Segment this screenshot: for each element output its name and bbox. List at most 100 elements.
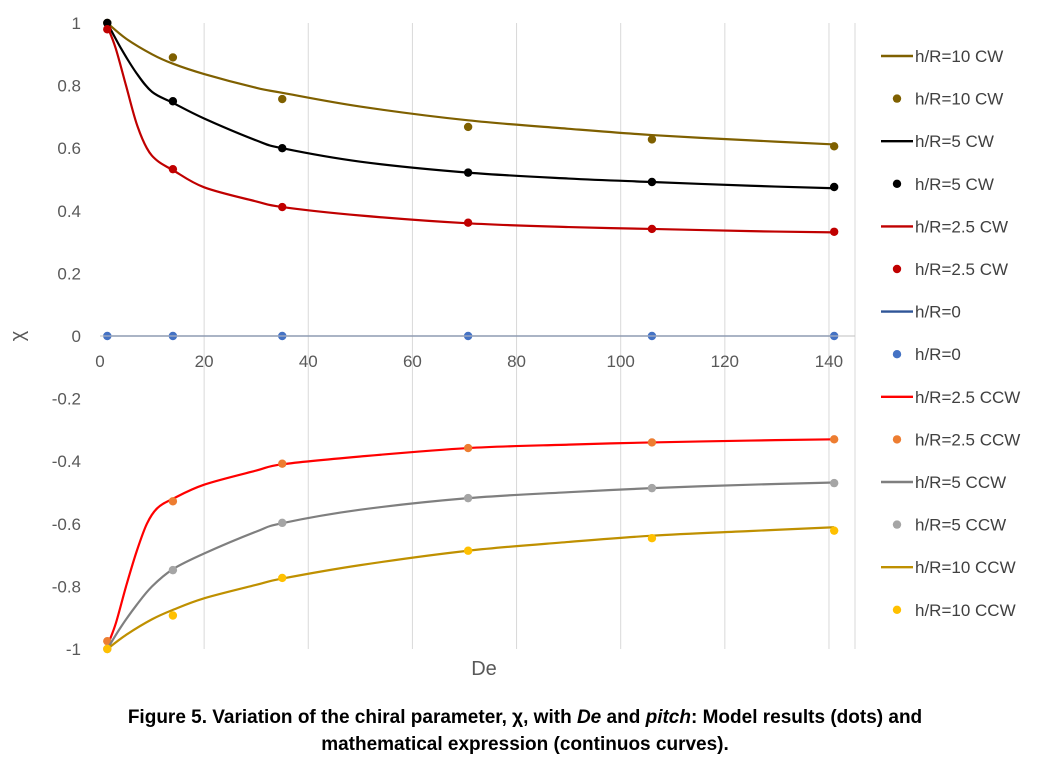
legend: h/R=10 CW h/R=10 CW h/R=5 CW h/R=5 CW h/R=2.… bbox=[881, 47, 1020, 620]
legend-swatch-dot-9 bbox=[892, 435, 902, 444]
legend-label-13: h/R=10 CCW bbox=[915, 601, 1016, 620]
legend-entry-4: h/R=2.5 CW bbox=[881, 217, 1008, 236]
data-point-3-5 bbox=[829, 182, 839, 192]
x-tick-label-60: 60 bbox=[403, 352, 422, 371]
caption-de: De bbox=[576, 707, 602, 728]
data-point-13-4 bbox=[647, 533, 657, 543]
legend-entry-10: h/R=5 CCW bbox=[881, 473, 1006, 492]
legend-entry-12: h/R=10 CCW bbox=[881, 558, 1016, 577]
series-3 bbox=[103, 18, 839, 192]
caption-chi: χ bbox=[512, 707, 524, 728]
y-tick-label-0_2: 0.2 bbox=[57, 264, 81, 283]
series-4 bbox=[106, 25, 835, 234]
data-point-5-2 bbox=[278, 202, 287, 212]
legend-label-12: h/R=10 CCW bbox=[915, 558, 1016, 577]
series-0 bbox=[106, 22, 835, 146]
figure-caption: Figure 5. Variation of the chiral parame… bbox=[0, 704, 1050, 758]
data-point-5-1 bbox=[168, 164, 178, 174]
data-point-11-1 bbox=[168, 565, 178, 575]
y-tick-label--0_8: -0.8 bbox=[52, 577, 81, 596]
series-12 bbox=[106, 526, 835, 650]
x-tick-label-100: 100 bbox=[607, 352, 635, 371]
caption-line-2: mathematical expression (continuos curve… bbox=[321, 734, 729, 755]
series-8 bbox=[106, 438, 835, 647]
data-point-9-1 bbox=[168, 497, 178, 506]
legend-label-5: h/R=2.5 CW bbox=[915, 260, 1008, 279]
legend-swatch-dot-7 bbox=[892, 350, 902, 359]
data-point-3-2 bbox=[278, 144, 287, 153]
legend-entry-2: h/R=5 CW bbox=[881, 132, 994, 151]
series-line-12 bbox=[106, 526, 835, 650]
y-axis-title: χ bbox=[7, 330, 29, 341]
legend-label-3: h/R=5 CW bbox=[915, 175, 994, 194]
legend-label-6: h/R=0 bbox=[915, 303, 961, 322]
series-1 bbox=[103, 18, 839, 151]
x-tick-label-0: 0 bbox=[95, 352, 104, 371]
data-point-5-3 bbox=[463, 218, 473, 227]
legend-entry-0: h/R=10 CW bbox=[881, 47, 1003, 66]
data-point-1-3 bbox=[463, 122, 473, 132]
data-point-5-5 bbox=[829, 227, 839, 236]
y-tick-label-0_4: 0.4 bbox=[57, 202, 81, 221]
data-point-9-3 bbox=[463, 443, 473, 453]
legend-swatch-dot-5 bbox=[892, 264, 902, 274]
x-tick-label-20: 20 bbox=[195, 352, 214, 371]
data-point-1-1 bbox=[168, 53, 178, 62]
legend-entry-11: h/R=5 CCW bbox=[892, 516, 1006, 535]
legend-entry-9: h/R=2.5 CCW bbox=[892, 430, 1020, 449]
legend-label-2: h/R=5 CW bbox=[915, 132, 994, 151]
data-point-13-0 bbox=[103, 644, 112, 654]
series-line-4 bbox=[106, 25, 835, 234]
series-line-0 bbox=[106, 22, 835, 146]
caption-text-1: Figure 5. Variation of the chiral parame… bbox=[127, 707, 513, 728]
legend-swatch-dot-1 bbox=[892, 94, 902, 103]
data-point-3-1 bbox=[168, 97, 178, 106]
data-point-11-2 bbox=[278, 518, 287, 528]
chart: 0 20 40 60 80 100 120 140 1 0.8 0.6 0.4 0.2 0 -0.2 -0.… bbox=[7, 14, 1020, 680]
legend-entry-7: h/R=0 bbox=[892, 345, 961, 364]
data-point-3-4 bbox=[647, 177, 657, 187]
y-tick-label--0_6: -0.6 bbox=[52, 515, 81, 534]
data-point-9-2 bbox=[278, 459, 287, 468]
data-point-9-5 bbox=[829, 435, 839, 444]
series-11 bbox=[103, 478, 839, 654]
data-point-1-4 bbox=[647, 135, 657, 144]
data-point-13-5 bbox=[829, 526, 839, 535]
legend-entry-3: h/R=5 CW bbox=[892, 175, 994, 194]
legend-entry-8: h/R=2.5 CCW bbox=[881, 388, 1020, 407]
legend-entry-13: h/R=10 CCW bbox=[892, 601, 1016, 620]
legend-label-8: h/R=2.5 CCW bbox=[915, 388, 1020, 407]
y-tick-label--1: -1 bbox=[66, 640, 81, 659]
legend-label-0: h/R=10 CW bbox=[915, 47, 1003, 66]
x-tick-label-80: 80 bbox=[507, 352, 526, 371]
legend-label-10: h/R=5 CCW bbox=[915, 473, 1006, 492]
data-point-9-4 bbox=[647, 438, 657, 447]
y-tick-label-0: 0 bbox=[72, 327, 81, 346]
y-axis: 1 0.8 0.6 0.4 0.2 0 -0.2 -0.4 -0.6 -0.8 -1 bbox=[52, 14, 81, 659]
data-point-13-1 bbox=[168, 611, 178, 620]
legend-label-11: h/R=5 CCW bbox=[915, 516, 1006, 535]
x-axis: 0 20 40 60 80 100 120 140 bbox=[95, 335, 855, 371]
series-9 bbox=[103, 435, 839, 646]
series-line-8 bbox=[106, 438, 835, 647]
y-tick-label-1: 1 bbox=[72, 14, 81, 33]
caption-text-2: , with bbox=[523, 707, 577, 728]
x-axis-title: De bbox=[471, 658, 497, 680]
legend-label-9: h/R=2.5 CCW bbox=[915, 430, 1020, 449]
data-point-1-5 bbox=[829, 142, 839, 151]
legend-entry-1: h/R=10 CW bbox=[892, 90, 1003, 109]
data-point-11-4 bbox=[647, 483, 657, 493]
legend-swatch-dot-3 bbox=[892, 179, 902, 188]
y-tick-label--0_4: -0.4 bbox=[52, 452, 81, 471]
data-point-3-3 bbox=[463, 168, 473, 177]
legend-label-4: h/R=2.5 CW bbox=[915, 217, 1008, 236]
data-point-1-2 bbox=[278, 94, 287, 104]
x-tick-label-40: 40 bbox=[299, 352, 318, 371]
data-point-11-3 bbox=[463, 493, 473, 503]
caption-line-1: Figure 5. Variation of the chiral parame… bbox=[0, 704, 1050, 731]
legend-label-7: h/R=0 bbox=[915, 345, 961, 364]
legend-entry-6: h/R=0 bbox=[881, 303, 961, 322]
data-point-13-3 bbox=[463, 546, 473, 555]
data-point-11-5 bbox=[829, 478, 839, 488]
legend-swatch-dot-13 bbox=[892, 605, 902, 614]
